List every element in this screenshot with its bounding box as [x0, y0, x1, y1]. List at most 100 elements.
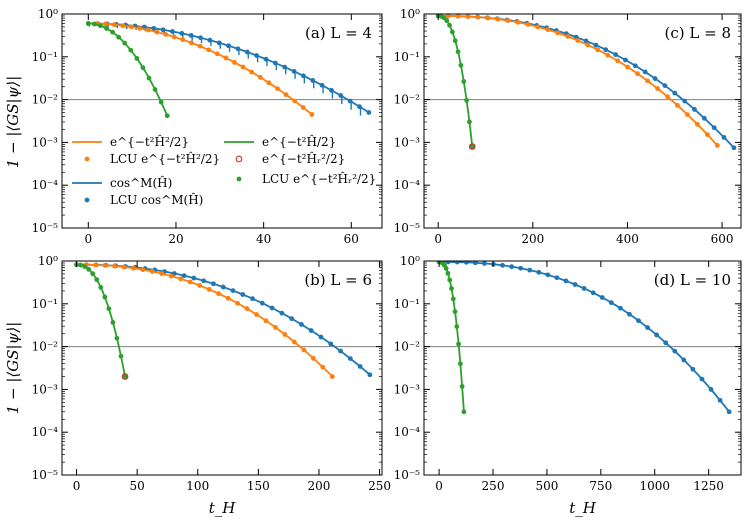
panel-b: 10⁰ 10⁻¹ 10⁻² 10⁻³ 10⁻⁴ 10⁻⁵ 0 50 100 150 200 250 (b… — [32, 254, 391, 517]
panel-title: (c) L = 8 — [665, 24, 731, 42]
data-point — [675, 102, 680, 108]
data-point — [310, 355, 316, 361]
data-point — [518, 265, 524, 271]
data-point — [690, 366, 696, 372]
y-tick-label: 10⁻¹ — [394, 297, 420, 311]
data-point — [500, 262, 505, 268]
y-tick-label: 10⁻⁵ — [32, 468, 59, 482]
data-point — [445, 261, 451, 265]
panel-title: (b) L = 6 — [304, 271, 372, 289]
data-point — [449, 286, 454, 291]
x-axis-label: t_H — [569, 499, 597, 517]
data-point — [357, 364, 363, 369]
data-point — [536, 269, 542, 275]
data-point — [717, 397, 723, 403]
legend: e^{−t²Ĥ²/2} LCU e^{−t²Ĥ²/2} cos^M(Ĥ) LCU co… — [72, 134, 376, 207]
data-point — [187, 279, 193, 285]
data-point — [731, 145, 737, 151]
data-point — [565, 34, 571, 39]
data-point — [642, 69, 648, 75]
data-point — [572, 282, 578, 287]
data-point — [672, 348, 678, 354]
x-tick-label: 20 — [168, 232, 183, 246]
y-tick-label: 10⁻² — [394, 93, 421, 107]
data-point — [525, 22, 531, 27]
data-point — [461, 79, 467, 84]
data-point — [118, 353, 124, 359]
data-point — [257, 74, 263, 80]
legend-item: e^{−t²Ĥ²/2} — [72, 134, 189, 149]
data-point — [178, 276, 184, 282]
data-point — [82, 264, 88, 269]
data-point — [152, 87, 158, 92]
data-point — [263, 318, 269, 324]
data-point — [98, 23, 103, 29]
data-point — [85, 21, 91, 26]
legend-item: e^{−t²Ĥ/2} — [224, 134, 336, 149]
data-point — [367, 372, 373, 378]
data-point — [292, 98, 298, 104]
y-tick-label: 10⁻³ — [394, 382, 421, 396]
x-tick-label: 200 — [308, 479, 331, 493]
y-axis-label-top: 1 − |⟨GS|ψ⟩| — [4, 76, 22, 169]
data-point — [472, 261, 478, 266]
data-point — [275, 86, 280, 92]
data-point — [454, 324, 460, 329]
data-point — [86, 266, 92, 272]
data-point — [206, 286, 212, 292]
data-point — [140, 267, 146, 273]
data-point — [590, 290, 596, 296]
data-point — [605, 52, 611, 58]
data-point — [292, 339, 297, 345]
y-tick-label: 10⁻² — [32, 340, 59, 354]
data-point — [527, 267, 533, 273]
data-point — [146, 27, 151, 33]
y-axis-label: 1 − |⟨GS|ψ⟩| — [4, 76, 22, 169]
data-point — [447, 277, 453, 283]
data-point — [191, 275, 197, 281]
legend-label: cos^M(Ĥ) — [110, 175, 172, 190]
data-point — [457, 361, 463, 367]
data-point — [120, 23, 126, 29]
data-point — [654, 332, 660, 338]
data-point — [635, 71, 640, 77]
data-point — [128, 47, 134, 53]
legend-swatch-dot — [84, 197, 90, 203]
data-point — [685, 112, 690, 117]
data-point — [137, 25, 143, 31]
data-point — [110, 319, 116, 325]
data-point — [449, 29, 455, 35]
panel-d: 10⁰ 10⁻¹ 10⁻² 10⁻³ 10⁻⁴ 10⁻⁵ 0 250 500 750 1000 125… — [394, 254, 742, 517]
data-point — [711, 125, 717, 131]
data-point — [230, 288, 236, 294]
data-point — [563, 278, 569, 284]
data-point — [98, 284, 104, 290]
data-point — [485, 15, 491, 21]
y-tick-label: 10⁻² — [32, 93, 59, 107]
series-group — [74, 262, 373, 380]
exact-point — [121, 373, 129, 380]
data-point — [535, 24, 541, 30]
data-point — [338, 348, 343, 354]
data-point — [299, 322, 304, 327]
y-tick-label: 10⁰ — [400, 254, 420, 268]
data-point — [461, 409, 467, 415]
data-point — [111, 22, 117, 28]
data-point — [309, 112, 315, 117]
data-point — [197, 283, 203, 288]
data-point — [450, 296, 456, 302]
panel-a: 10⁰ 10⁻¹ 10⁻² 10⁻³ 10⁻⁴ 10⁻⁵ 0 20 40 60 (a) L = 4 — [32, 7, 383, 246]
data-point — [197, 43, 203, 49]
data-point — [708, 387, 714, 392]
data-point — [171, 34, 177, 40]
data-point — [122, 40, 128, 46]
data-point — [701, 115, 707, 121]
x-tick-label: 60 — [344, 232, 359, 246]
x-tick-label: 750 — [589, 479, 612, 493]
data-point — [308, 328, 314, 333]
legend-label: LCU e^{−t²Ĥ²/2} — [110, 151, 220, 166]
data-point — [467, 119, 472, 125]
legend-item: LCU cos^M(Ĥ) — [84, 192, 203, 207]
legend-item: cos^M(Ĥ) — [72, 175, 172, 190]
y-tick-label: 10⁻³ — [394, 135, 421, 149]
